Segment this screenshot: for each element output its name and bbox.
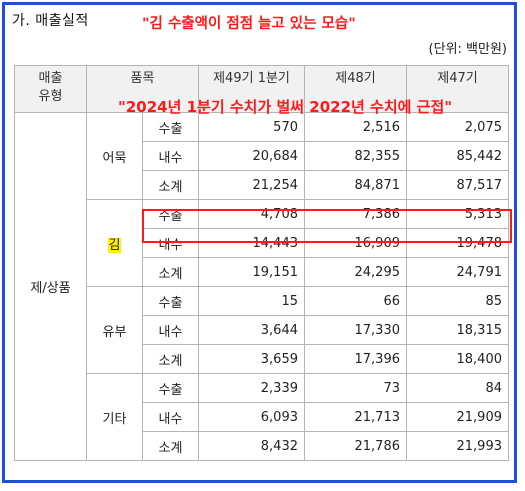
item-label: 수출 bbox=[142, 199, 199, 229]
value-cell: 87,517 bbox=[406, 170, 509, 200]
item-label: 소계 bbox=[142, 257, 199, 287]
table-row: 소계 19,151 24,295 24,791 bbox=[15, 257, 509, 287]
value-cell: 4,708 bbox=[198, 199, 305, 229]
annotation-top: "김 수출액이 점점 늘고 있는 모습" bbox=[142, 16, 356, 32]
value-cell: 21,993 bbox=[406, 431, 509, 461]
table-row: 기타 수출 2,339 73 84 bbox=[15, 373, 509, 461]
value-cell: 19,151 bbox=[198, 257, 305, 287]
value-cell: 2,075 bbox=[406, 112, 509, 142]
value-cell: 17,396 bbox=[304, 344, 407, 374]
value-cell: 2,516 bbox=[304, 112, 407, 142]
sales-type-cell: 제/상품 bbox=[14, 112, 87, 461]
item-label: 내수 bbox=[142, 228, 199, 258]
value-cell: 21,909 bbox=[406, 402, 509, 432]
table-row: 제/상품 어묵 수출 570 2,516 2,075 bbox=[14, 112, 509, 461]
item-label: 수출 bbox=[142, 373, 199, 403]
item-label: 내수 bbox=[142, 141, 199, 171]
category-label: 어묵 bbox=[102, 150, 127, 166]
header-sales-type-line1: 매출 bbox=[38, 71, 63, 86]
value-cell: 18,400 bbox=[406, 344, 509, 374]
table-row: 김 수출 4,708 7,386 5,313 bbox=[15, 199, 509, 287]
value-cell: 20,684 bbox=[198, 141, 305, 171]
category-label: 기타 bbox=[102, 411, 127, 427]
value-cell: 3,659 bbox=[198, 344, 305, 374]
annotation-mid: "2024년 1분기 수치가 벌써 2022년 수치에 근접" bbox=[118, 98, 453, 116]
value-cell: 21,254 bbox=[198, 170, 305, 200]
value-cell: 570 bbox=[198, 112, 305, 142]
category-cell: 어묵 bbox=[86, 112, 143, 200]
value-cell: 17,330 bbox=[304, 315, 407, 345]
value-cell: 21,713 bbox=[304, 402, 407, 432]
header-sales-type: 매출 유형 bbox=[14, 65, 87, 113]
page-frame bbox=[2, 2, 517, 483]
value-cell: 15 bbox=[198, 286, 305, 316]
category-label: 유부 bbox=[102, 324, 127, 340]
value-cell: 21,786 bbox=[304, 431, 407, 461]
header-col2: 제48기 bbox=[304, 65, 407, 113]
section-title: 가. 매출실적 bbox=[12, 13, 89, 29]
value-cell: 5,313 bbox=[406, 199, 509, 229]
item-label: 수출 bbox=[142, 286, 199, 316]
item-label: 소계 bbox=[142, 170, 199, 200]
value-cell: 66 bbox=[304, 286, 407, 316]
table-row: 내수 14,443 16,909 19,478 bbox=[15, 228, 509, 258]
item-label: 내수 bbox=[142, 402, 199, 432]
value-cell: 85 bbox=[406, 286, 509, 316]
value-cell: 14,443 bbox=[198, 228, 305, 258]
table-row: 소계 21,254 84,871 87,517 bbox=[15, 170, 509, 200]
header-col3: 제47기 bbox=[406, 65, 509, 113]
value-cell: 8,432 bbox=[198, 431, 305, 461]
item-label: 수출 bbox=[142, 112, 199, 142]
category-label: 김 bbox=[107, 237, 122, 253]
value-cell: 3,644 bbox=[198, 315, 305, 345]
value-cell: 73 bbox=[304, 373, 407, 403]
header-row: 매출 유형 품목 제49기 1분기 제48기 제47기 bbox=[14, 65, 509, 113]
header-item: 품목 bbox=[86, 65, 199, 113]
value-cell: 84,871 bbox=[304, 170, 407, 200]
category-cell: 김 bbox=[86, 199, 143, 287]
category-cell: 유부 bbox=[86, 286, 143, 374]
table-row: 유부 수출 15 66 85 bbox=[15, 286, 509, 374]
table-row: 내수 20,684 82,355 85,442 bbox=[15, 141, 509, 171]
value-cell: 82,355 bbox=[304, 141, 407, 171]
item-label: 소계 bbox=[142, 431, 199, 461]
table-row: 내수 3,644 17,330 18,315 bbox=[15, 315, 509, 345]
value-cell: 6,093 bbox=[198, 402, 305, 432]
value-cell: 24,791 bbox=[406, 257, 509, 287]
value-cell: 16,909 bbox=[304, 228, 407, 258]
item-label: 소계 bbox=[142, 344, 199, 374]
value-cell: 85,442 bbox=[406, 141, 509, 171]
category-cell: 기타 bbox=[86, 373, 143, 461]
value-cell: 2,339 bbox=[198, 373, 305, 403]
value-cell: 24,295 bbox=[304, 257, 407, 287]
value-cell: 7,386 bbox=[304, 199, 407, 229]
value-cell: 84 bbox=[406, 373, 509, 403]
header-sales-type-line2: 유형 bbox=[38, 89, 63, 104]
item-label: 내수 bbox=[142, 315, 199, 345]
table-row: 소계 8,432 21,786 21,993 bbox=[15, 431, 509, 461]
value-cell: 18,315 bbox=[406, 315, 509, 345]
sales-table: 매출 유형 품목 제49기 1분기 제48기 제47기 제/상품 어묵 수출 570 2… bbox=[14, 65, 509, 461]
unit-label: (단위: 백만원) bbox=[428, 42, 507, 57]
value-cell: 19,478 bbox=[406, 228, 509, 258]
